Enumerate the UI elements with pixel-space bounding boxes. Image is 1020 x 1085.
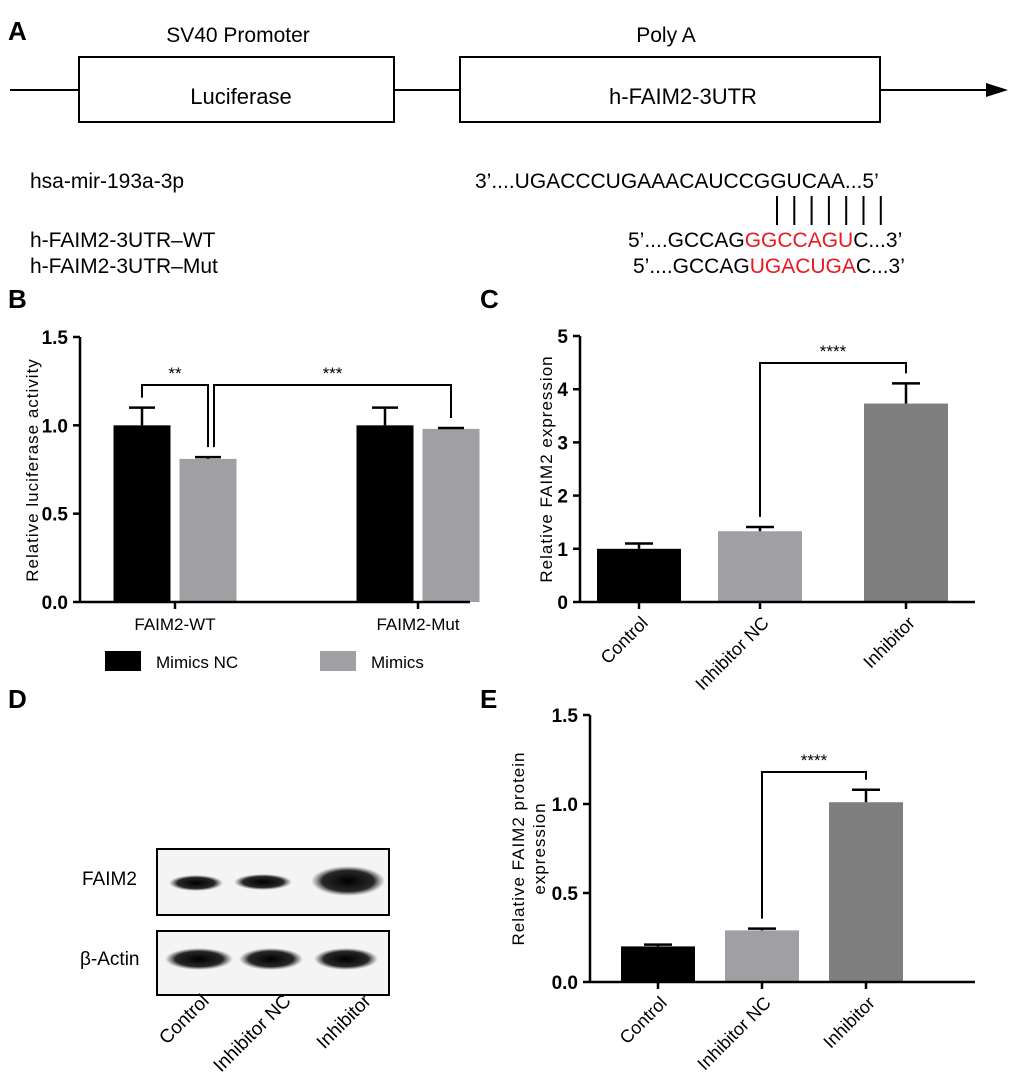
panel-label-b: B xyxy=(8,284,27,314)
blot-band-faim2-control xyxy=(169,875,223,891)
y-axis-label-1: Relative FAIM2 expression xyxy=(537,355,556,582)
base-pairing-lines xyxy=(776,196,882,225)
blot-lane-label-control: Control xyxy=(155,991,213,1049)
sig-wt-label: ** xyxy=(168,364,182,383)
y-tick-label-0-5: 0.5 xyxy=(552,884,579,905)
blot-label-faim2: FAIM2 xyxy=(82,869,137,890)
y-tick-label-0: 0 xyxy=(557,593,568,614)
sequence-alignment: hsa-mir-193a-3p 3’....UGACCCUGAAACAUCCGG… xyxy=(30,170,905,278)
panel-label-c: C xyxy=(480,284,499,314)
sig-nc-inhibitor-label: **** xyxy=(820,342,847,361)
wt-seq-prefix: 5’....GCCAG xyxy=(628,229,745,252)
sig-wt-mut-label: *** xyxy=(323,364,343,383)
wt-name: h-FAIM2-3UTR–WT xyxy=(30,229,216,252)
blot-label-actin: β-Actin xyxy=(80,949,140,970)
utr-box-label: h-FAIM2-3UTR xyxy=(609,84,757,109)
panel-label-a: A xyxy=(8,16,27,46)
chart-c: Control Inhibitor NC Inhibitor 0 1 2 3 4 5Relati… xyxy=(537,327,975,694)
mut-name: h-FAIM2-3UTR–Mut xyxy=(30,255,218,278)
blot-band-faim2-inhibitor-nc xyxy=(234,874,292,890)
construct-diagram: SV40 Promoter Poly A Luciferase h-FAIM2-… xyxy=(10,24,1008,123)
sig-nc-inhibitor-bracket xyxy=(759,362,907,517)
sig-wt-mut-bracket xyxy=(213,384,452,448)
y-tick-label-1: 1 xyxy=(557,540,568,561)
promoter-label: SV40 Promoter xyxy=(166,24,310,47)
y-tick-label-4: 4 xyxy=(557,380,568,401)
sig-wt-bracket xyxy=(141,384,209,448)
blot-band-actin-inhibitor xyxy=(314,948,378,970)
wt-seq-suffix: C...3’ xyxy=(853,229,902,252)
bar-faim2-wt-mimics-nc xyxy=(113,425,171,602)
western-blot: FAIM2 β-Actin Control Inhibitor NC Inhib… xyxy=(80,848,390,1077)
bar-inhibitor-nc xyxy=(725,930,799,982)
bar-control xyxy=(621,946,695,982)
y-tick-label-0-0: 0.0 xyxy=(42,593,68,614)
x-tick-label-control: Control xyxy=(616,993,671,1048)
bar-faim2-mut-mimics-nc xyxy=(356,425,414,602)
mirna-name: hsa-mir-193a-3p xyxy=(30,170,184,193)
mut-seq-suffix: C...3’ xyxy=(856,255,905,278)
legend-swatch-mimics xyxy=(320,651,356,671)
sig-nc-inhibitor-bracket xyxy=(761,771,867,919)
bar-inhibitor xyxy=(829,802,903,982)
blot-lane-label-inhibitor: Inhibitor xyxy=(313,990,376,1053)
y-tick-label-0-0: 0.0 xyxy=(552,973,578,994)
x-tick-label-faim2-wt: FAIM2-WT xyxy=(134,615,215,634)
utr-box xyxy=(459,56,881,123)
blot-band-actin-control xyxy=(165,948,233,970)
y-tick-label-2: 2 xyxy=(557,487,568,508)
mirna-sequence: 3’....UGACCCUGAAACAUCCGGUCAA...5’ xyxy=(475,170,879,193)
x-tick-label-control: Control xyxy=(597,613,652,668)
blot-band-faim2-inhibitor xyxy=(311,866,385,896)
y-tick-label-0-5: 0.5 xyxy=(42,505,69,526)
x-tick-label-inhibitor-nc: Inhibitor NC xyxy=(693,993,774,1074)
mut-seq-core: UGACUGA xyxy=(750,255,856,278)
arrow-head-icon xyxy=(986,83,1008,97)
polya-label: Poly A xyxy=(636,24,696,47)
wt-sequence: 5’....GCCAGGGCCAGUC...3’ xyxy=(628,229,902,252)
legend-swatch-mimics-nc xyxy=(105,651,141,671)
mut-sequence: 5’....GCCAGUGACUGAC...3’ xyxy=(633,255,905,278)
y-tick-label-1-5: 1.5 xyxy=(42,328,69,349)
panel-label-d: D xyxy=(8,684,27,714)
wt-seq-core: GGCCAGU xyxy=(745,229,854,252)
legend-label-mimics-nc: Mimics NC xyxy=(156,653,238,672)
y-tick-label-1-0: 1.0 xyxy=(42,416,68,437)
y-tick-label-3: 3 xyxy=(557,433,568,454)
bar-inhibitor xyxy=(864,403,948,602)
chart-b: 0.0 0.5 1.0 1.5 FAIM2-WT FAIM2-Mut Relative lu… xyxy=(23,328,480,672)
blot-band-actin-inhibitor-nc xyxy=(239,948,303,970)
chart-e: Control Inhibitor NC Inhibitor 0.0 0.5 1.0 1.5… xyxy=(509,706,975,1074)
luciferase-box-label: Luciferase xyxy=(190,84,292,109)
x-tick-label-inhibitor-nc: Inhibitor NC xyxy=(691,613,772,694)
bar-faim2-mut-mimics xyxy=(422,428,480,602)
y-axis-label-2: expression xyxy=(530,802,549,894)
bar-inhibitor-nc xyxy=(718,531,802,602)
x-tick-label-faim2-mut: FAIM2-Mut xyxy=(376,615,459,634)
sig-nc-inhibitor-label: **** xyxy=(801,751,828,770)
legend-label-mimics: Mimics xyxy=(371,653,424,672)
x-tick-label-inhibitor: Inhibitor xyxy=(819,993,878,1052)
y-axis-label: Relative luciferase activity xyxy=(23,358,42,582)
y-tick-label-5: 5 xyxy=(557,327,568,348)
panel-label-e: E xyxy=(480,684,497,714)
y-axis-label-1: Relative FAIM2 protein xyxy=(509,752,528,946)
blot-lane-label-inhibitor-nc: Inhibitor NC xyxy=(210,991,296,1077)
bar-control xyxy=(597,548,681,602)
y-tick-label-1-5: 1.5 xyxy=(552,706,579,727)
y-tick-label-1-0: 1.0 xyxy=(552,795,578,816)
x-tick-label-inhibitor: Inhibitor xyxy=(859,613,918,672)
bar-faim2-wt-mimics xyxy=(179,458,237,602)
mut-seq-prefix: 5’....GCCAG xyxy=(633,255,750,278)
